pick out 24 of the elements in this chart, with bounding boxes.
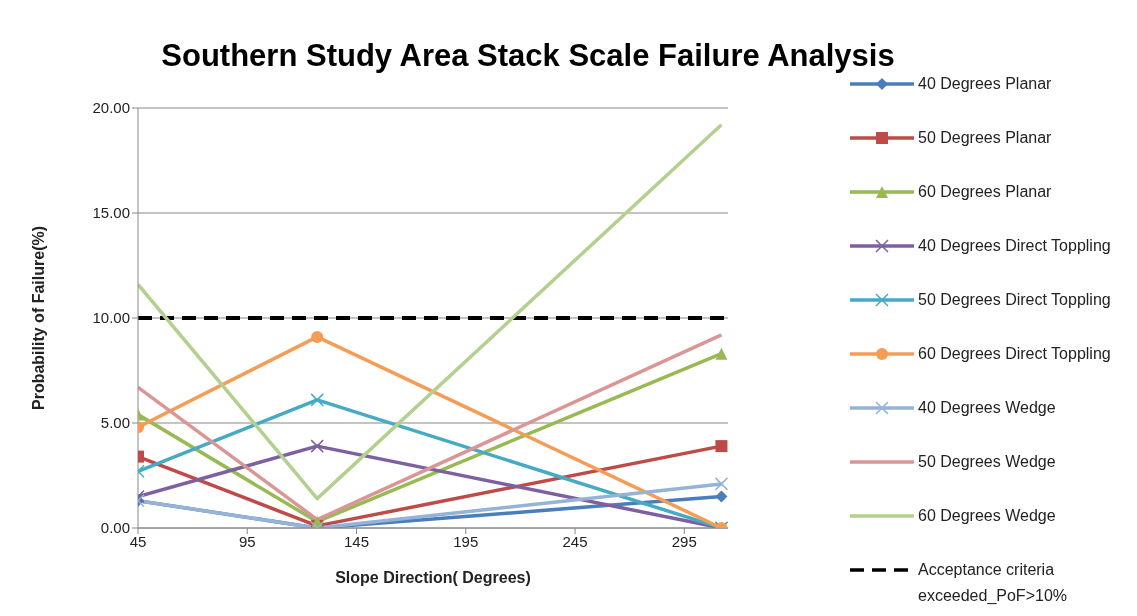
legend-label: 60 Degrees Planar	[918, 182, 1053, 202]
legend-label: 40 Degrees Wedge	[918, 398, 1057, 418]
x-tick-label: 95	[238, 532, 256, 550]
x-axis-title: Slope Direction( Degrees)	[335, 569, 531, 586]
legend-label: 40 Degrees Planar	[918, 74, 1053, 94]
legend-label: 50 Degrees Wedge	[918, 452, 1057, 472]
legend-label: Acceptance criteria exceeded_PoF>10%	[918, 560, 1068, 606]
x-tick-label: 45	[129, 532, 147, 550]
legend-label: 60 Degrees Wedge	[918, 506, 1057, 526]
y-tick-label: 5.00	[100, 414, 130, 432]
chart-title: Southern Study Area Stack Scale Failure Analysis	[160, 38, 896, 74]
x-tick-label: 295	[671, 532, 697, 550]
legend-label: 50 Degrees Direct Toppling	[918, 290, 1112, 310]
y-tick-label: 10.00	[92, 309, 130, 327]
x-tick-label: 195	[453, 532, 479, 550]
legend-label: 60 Degrees Direct Toppling	[918, 344, 1112, 364]
y-tick-label: 15.00	[92, 204, 130, 222]
legend-label: 40 Degrees Direct Toppling	[918, 236, 1112, 256]
y-axis-title: Probability of Failure(%)	[29, 225, 47, 411]
y-tick-label: 20.00	[92, 99, 130, 117]
x-tick-label: 245	[562, 532, 588, 550]
y-tick-label: 0.00	[100, 519, 130, 537]
x-tick-label: 145	[344, 532, 370, 550]
legend-label: 50 Degrees Planar	[918, 128, 1053, 148]
